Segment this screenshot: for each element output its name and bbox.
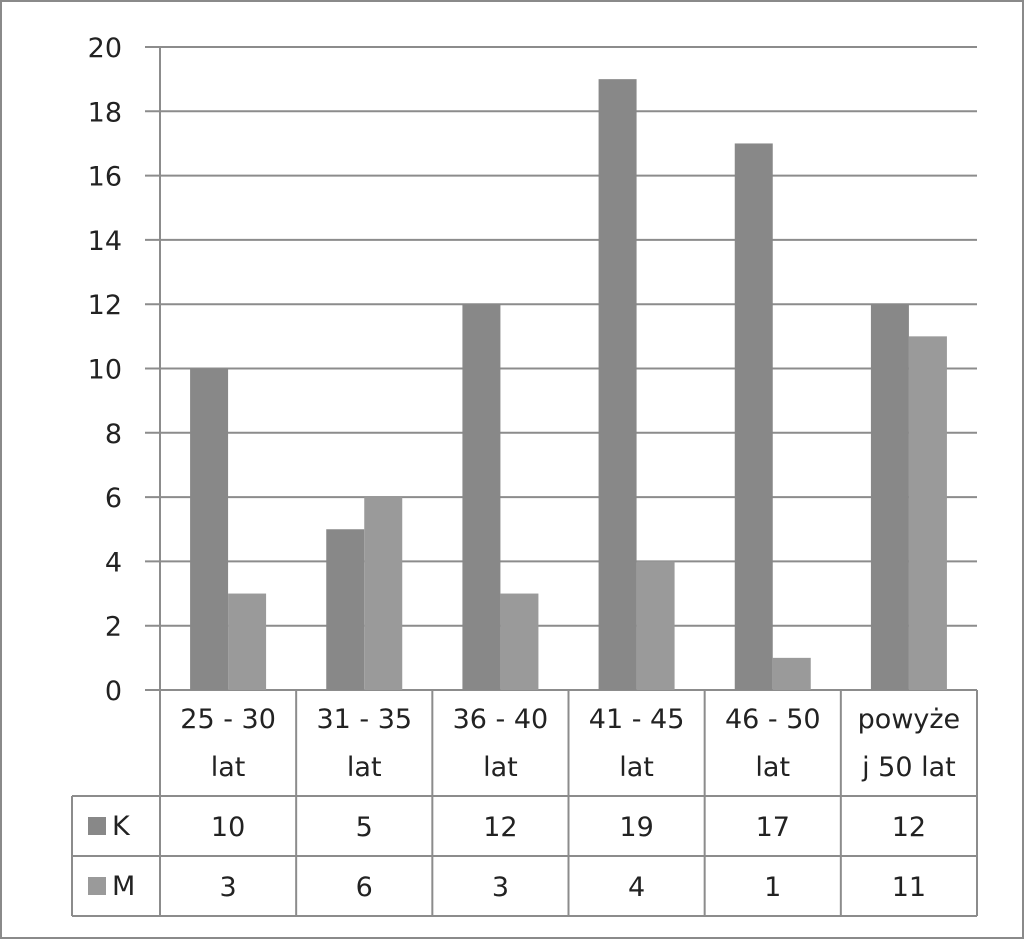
category-label: 46 - 50: [725, 704, 821, 735]
category-label: 31 - 35: [316, 704, 412, 735]
bar-M-3: [636, 561, 675, 690]
y-axis-ticks: 0 2 4 6 8 10 12 14 16 18 20: [88, 33, 122, 707]
bars: [190, 79, 947, 690]
category-label: lat: [483, 752, 518, 783]
data-table-cell: 10: [211, 812, 245, 843]
y-tick-label: 12: [88, 290, 122, 321]
category-label: powyże: [858, 704, 961, 735]
category-label: lat: [347, 752, 382, 783]
y-tick-label: 18: [88, 97, 122, 128]
y-tick-label: 10: [88, 355, 122, 386]
bar-K-3: [598, 79, 637, 690]
bar-M-5: [908, 336, 947, 690]
y-tick-label: 4: [105, 547, 122, 578]
category-label: lat: [211, 752, 246, 783]
bar-M-0: [228, 593, 267, 690]
legend-label: M: [112, 871, 135, 902]
bar-K-0: [190, 368, 229, 690]
legend-key-M: [88, 877, 106, 895]
category-label: 36 - 40: [453, 704, 549, 735]
gridlines: [145, 46, 977, 691]
data-table-cell: 6: [356, 872, 373, 903]
y-tick-label: 14: [88, 226, 122, 257]
bar-K-2: [462, 304, 501, 690]
y-tick-label: 20: [88, 33, 122, 64]
bar-K-5: [870, 304, 909, 690]
data-table: 25 - 30 lat 31 - 35 lat 36 - 40 lat 41 - 45 lat…: [71, 690, 978, 917]
data-table-cell: 3: [219, 872, 236, 903]
data-table-cell: 4: [628, 872, 645, 903]
data-table-cell: 11: [892, 872, 926, 903]
category-label: 25 - 30: [180, 704, 276, 735]
data-table-cell: 12: [892, 812, 926, 843]
y-tick-label: 8: [105, 419, 122, 450]
category-label: j 50 lat: [861, 752, 956, 783]
category-label: 41 - 45: [589, 704, 685, 735]
legend-key-K: [88, 817, 106, 835]
data-table-cell: 17: [756, 812, 790, 843]
y-tick-label: 6: [105, 483, 122, 514]
y-tick-label: 2: [105, 612, 122, 643]
data-table-cell: 12: [483, 812, 517, 843]
legend-label: K: [112, 811, 131, 842]
data-table-cell: 19: [619, 812, 653, 843]
bar-M-2: [500, 593, 539, 690]
category-label: lat: [619, 752, 654, 783]
data-table-cell: 5: [356, 812, 373, 843]
bar-M-1: [364, 497, 403, 690]
y-tick-label: 0: [105, 676, 122, 707]
data-table-cell: 3: [492, 872, 509, 903]
y-tick-label: 16: [88, 162, 122, 193]
bar-M-4: [772, 657, 811, 690]
data-table-cell: 1: [764, 872, 781, 903]
bar-K-1: [326, 529, 365, 690]
category-label: lat: [755, 752, 790, 783]
bar-K-4: [734, 143, 773, 690]
